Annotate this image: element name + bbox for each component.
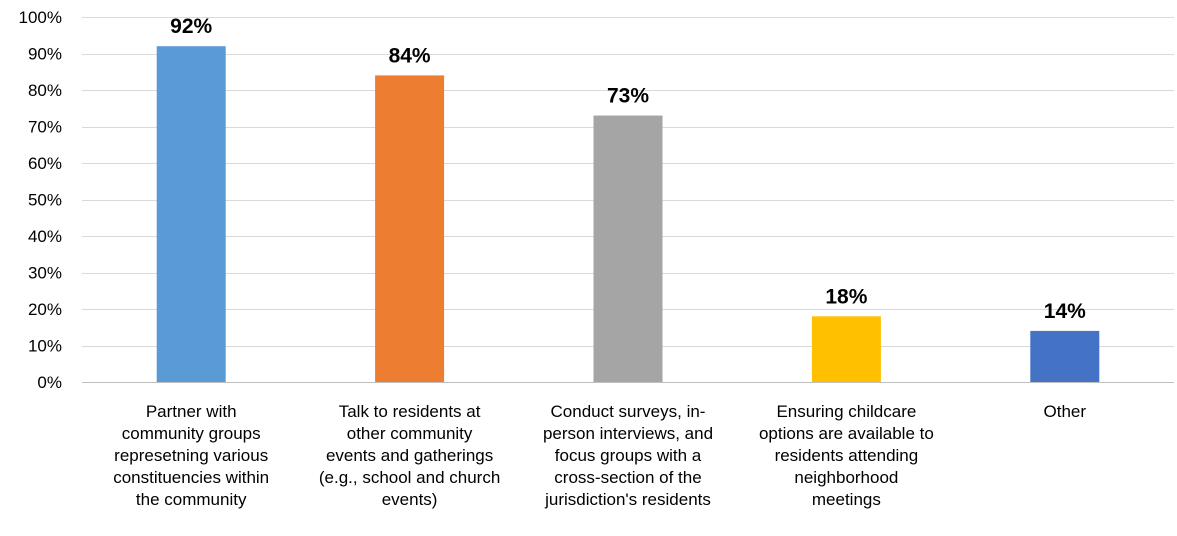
y-tick-label: 90% bbox=[28, 45, 62, 64]
x-category-label-line: neighborhood bbox=[794, 468, 899, 487]
y-tick-label: 80% bbox=[28, 81, 62, 100]
bars bbox=[156, 46, 1100, 383]
x-category-label-line: Other bbox=[1043, 402, 1087, 421]
y-tick-label: 50% bbox=[28, 191, 62, 210]
y-tick-label: 40% bbox=[28, 227, 62, 246]
y-tick-label: 30% bbox=[28, 264, 62, 283]
y-tick-label: 60% bbox=[28, 154, 62, 173]
x-category-label-line: Partner with bbox=[145, 402, 237, 421]
bar-value-label: 14% bbox=[1044, 300, 1086, 323]
x-category-label-line: community groups bbox=[121, 424, 261, 443]
x-category-label-line: cross-section of the bbox=[554, 468, 702, 487]
bar bbox=[156, 46, 226, 382]
x-category-label-line: Conduct surveys, in- bbox=[550, 402, 706, 421]
x-category-label-line: the community bbox=[135, 490, 247, 509]
bar bbox=[593, 115, 663, 383]
x-category-label-line: other community bbox=[346, 424, 473, 443]
x-category-label: Ensuring childcare options are available … bbox=[732, 401, 960, 511]
bar-value-label: 18% bbox=[825, 285, 867, 308]
bar bbox=[811, 316, 881, 382]
y-axis-tick-labels: 0% 10% 20% 30% 40% 50% 60% 70% 80% 90% 100% bbox=[19, 8, 62, 392]
bar-value-label: 73% bbox=[607, 85, 649, 108]
x-category-label-line: represetning various bbox=[114, 446, 269, 465]
x-category-label: Talk to residents at other community event… bbox=[296, 401, 524, 511]
x-category-label-line: residents attending bbox=[774, 446, 919, 465]
x-category-label: Partner with community groups represetning… bbox=[77, 401, 305, 511]
y-tick-label: 10% bbox=[28, 337, 62, 356]
x-category-label-line: constituencies within bbox=[113, 468, 270, 487]
x-category-label-line: (e.g., school and church bbox=[318, 468, 501, 487]
bar bbox=[1030, 330, 1100, 382]
y-tick-label: 0% bbox=[37, 373, 62, 392]
y-tick-label: 70% bbox=[28, 118, 62, 137]
bar-value-label: 92% bbox=[170, 15, 212, 38]
bar bbox=[375, 75, 445, 383]
x-category-label-line: Ensuring childcare bbox=[776, 402, 917, 421]
x-category-label-line: person interviews, and bbox=[542, 424, 714, 443]
data-labels: 92% 84% 73% 18% 14% bbox=[170, 15, 1086, 323]
y-tick-label: 100% bbox=[19, 8, 62, 27]
x-category-label-line: focus groups with a bbox=[554, 446, 702, 465]
x-category-label-line: meetings bbox=[811, 490, 881, 509]
x-category-label: Conduct surveys, in-person interviews, a… bbox=[514, 401, 742, 511]
bar-value-label: 84% bbox=[389, 44, 431, 67]
x-category-label: Other bbox=[951, 401, 1177, 423]
x-category-label-line: options are available to bbox=[758, 424, 934, 443]
x-category-label-line: events) bbox=[381, 490, 438, 509]
x-category-label-line: events and gatherings bbox=[325, 446, 494, 465]
y-tick-label: 20% bbox=[28, 300, 62, 319]
x-category-label-line: Talk to residents at bbox=[338, 402, 481, 421]
x-category-label-line: jurisdiction's residents bbox=[545, 490, 711, 509]
